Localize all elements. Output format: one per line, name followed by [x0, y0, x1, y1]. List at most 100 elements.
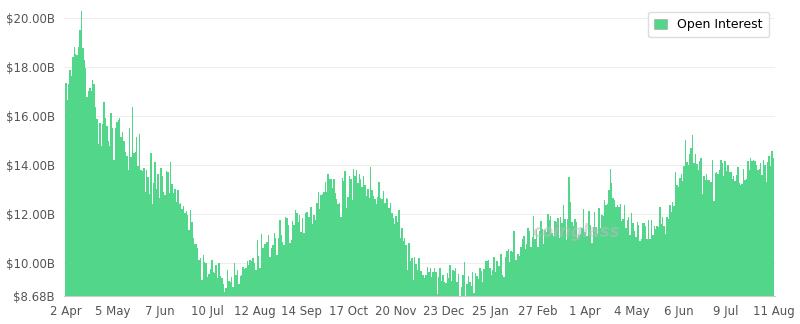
Bar [110, 113, 112, 296]
Bar [186, 211, 187, 296]
Bar [750, 158, 751, 296]
Bar [310, 207, 312, 296]
Bar [553, 237, 554, 296]
Bar [543, 244, 544, 296]
Bar [170, 162, 171, 296]
Bar [66, 100, 68, 296]
Bar [516, 260, 518, 296]
Bar [554, 221, 556, 296]
Bar [479, 268, 481, 296]
Bar [231, 277, 233, 296]
Bar [454, 271, 455, 296]
Bar [133, 153, 134, 296]
Bar [252, 258, 254, 296]
Bar [393, 218, 394, 296]
Bar [318, 192, 319, 296]
Bar [255, 270, 257, 296]
Bar [398, 210, 400, 296]
Bar [163, 192, 164, 296]
Bar [718, 170, 720, 296]
Bar [614, 200, 615, 296]
Bar [445, 283, 446, 296]
Bar [723, 176, 725, 296]
Bar [758, 169, 760, 296]
Bar [676, 185, 678, 296]
Bar [174, 189, 176, 296]
Bar [264, 244, 265, 296]
Bar [630, 235, 631, 296]
Bar [713, 201, 714, 296]
Bar [215, 265, 217, 296]
Bar [570, 202, 571, 296]
Bar [309, 216, 310, 296]
Bar [646, 239, 648, 296]
Bar [316, 202, 318, 296]
Bar [710, 182, 712, 296]
Bar [588, 211, 590, 296]
Bar [213, 272, 214, 296]
Bar [736, 175, 738, 296]
Bar [483, 269, 485, 296]
Bar [164, 195, 166, 296]
Bar [158, 198, 160, 296]
Bar [689, 155, 690, 296]
Bar [197, 248, 198, 296]
Bar [538, 231, 540, 296]
Bar [127, 169, 129, 296]
Bar [364, 185, 366, 296]
Bar [482, 282, 483, 296]
Bar [688, 165, 689, 296]
Bar [83, 60, 85, 296]
Bar [438, 277, 439, 296]
Bar [302, 218, 303, 296]
Bar [530, 247, 532, 296]
Bar [468, 276, 470, 296]
Bar [401, 228, 402, 296]
Bar [598, 208, 600, 296]
Bar [507, 249, 509, 296]
Bar [301, 232, 302, 296]
Bar [68, 85, 70, 296]
Bar [546, 232, 547, 296]
Bar [733, 176, 734, 296]
Bar [176, 202, 177, 296]
Bar [533, 216, 534, 296]
Bar [522, 239, 523, 296]
Bar [569, 177, 570, 296]
Bar [413, 280, 414, 296]
Bar [156, 189, 158, 296]
Bar [534, 239, 536, 296]
Bar [418, 258, 420, 296]
Bar [130, 157, 132, 296]
Bar [108, 141, 109, 296]
Bar [350, 179, 351, 296]
Bar [194, 244, 195, 296]
Bar [441, 281, 442, 296]
Bar [220, 276, 221, 296]
Bar [496, 260, 498, 296]
Bar [654, 226, 655, 296]
Bar [602, 216, 604, 296]
Bar [727, 165, 729, 296]
Bar [645, 226, 646, 296]
Bar [354, 176, 356, 296]
Bar [610, 169, 611, 296]
Bar [198, 260, 200, 296]
Bar [65, 83, 66, 296]
Bar [116, 122, 118, 296]
Bar [195, 244, 197, 296]
Bar [725, 161, 726, 296]
Bar [764, 165, 766, 296]
Bar [435, 272, 437, 296]
Bar [635, 237, 637, 296]
Bar [265, 244, 266, 296]
Bar [204, 262, 206, 296]
Bar [746, 179, 747, 296]
Bar [696, 164, 698, 296]
Bar [564, 219, 566, 296]
Bar [74, 47, 75, 296]
Bar [274, 233, 275, 296]
Bar [586, 236, 587, 296]
Bar [709, 180, 710, 296]
Bar [729, 172, 730, 296]
